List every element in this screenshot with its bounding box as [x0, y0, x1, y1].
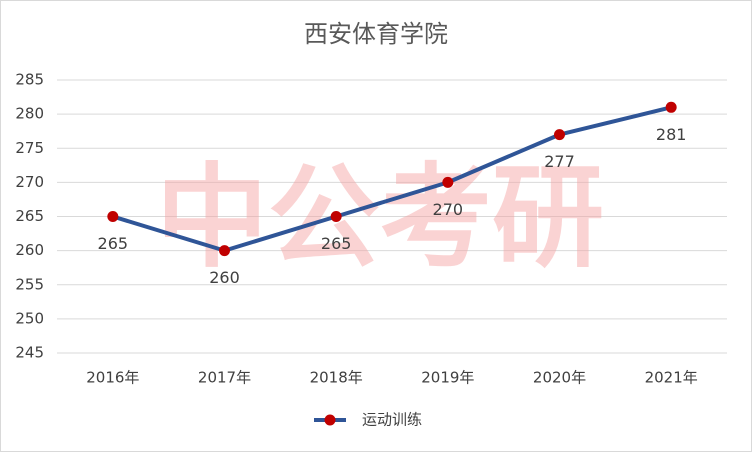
y-tick-label: 270 — [15, 173, 44, 191]
y-tick-label: 280 — [15, 105, 44, 123]
x-tick-label: 2019年 — [421, 369, 474, 387]
y-tick-label: 245 — [15, 344, 44, 362]
legend-marker — [324, 414, 336, 426]
y-tick-label: 265 — [15, 207, 44, 225]
x-tick-label: 2017年 — [198, 369, 251, 387]
y-tick-label: 285 — [15, 71, 44, 89]
data-label: 265 — [98, 234, 129, 253]
data-label: 265 — [321, 234, 352, 253]
grid — [57, 79, 727, 354]
y-tick-label: 250 — [15, 309, 44, 327]
chart-title: 西安体育学院 — [304, 20, 448, 48]
y-tick-label: 275 — [15, 139, 44, 157]
point-marker — [665, 101, 677, 113]
legend-label: 运动训练 — [362, 411, 422, 429]
x-tick-label: 2018年 — [310, 369, 363, 387]
point-marker — [554, 129, 565, 141]
point-marker — [107, 211, 119, 222]
x-tick-label: 2020年 — [533, 369, 586, 387]
watermark: 中公考研 — [156, 153, 604, 283]
point-marker — [219, 245, 230, 257]
point-marker — [330, 211, 342, 222]
x-tick-label: 2016年 — [86, 369, 139, 387]
y-tick-label: 255 — [15, 275, 44, 293]
data-label: 260 — [209, 268, 240, 287]
x-tick-label: 2021年 — [645, 369, 698, 387]
data-label: 277 — [544, 152, 575, 171]
point-marker — [442, 176, 454, 188]
series-line — [112, 105, 672, 253]
data-label: 281 — [656, 125, 687, 144]
y-tick-label: 260 — [15, 241, 44, 259]
data-label: 270 — [433, 200, 464, 219]
